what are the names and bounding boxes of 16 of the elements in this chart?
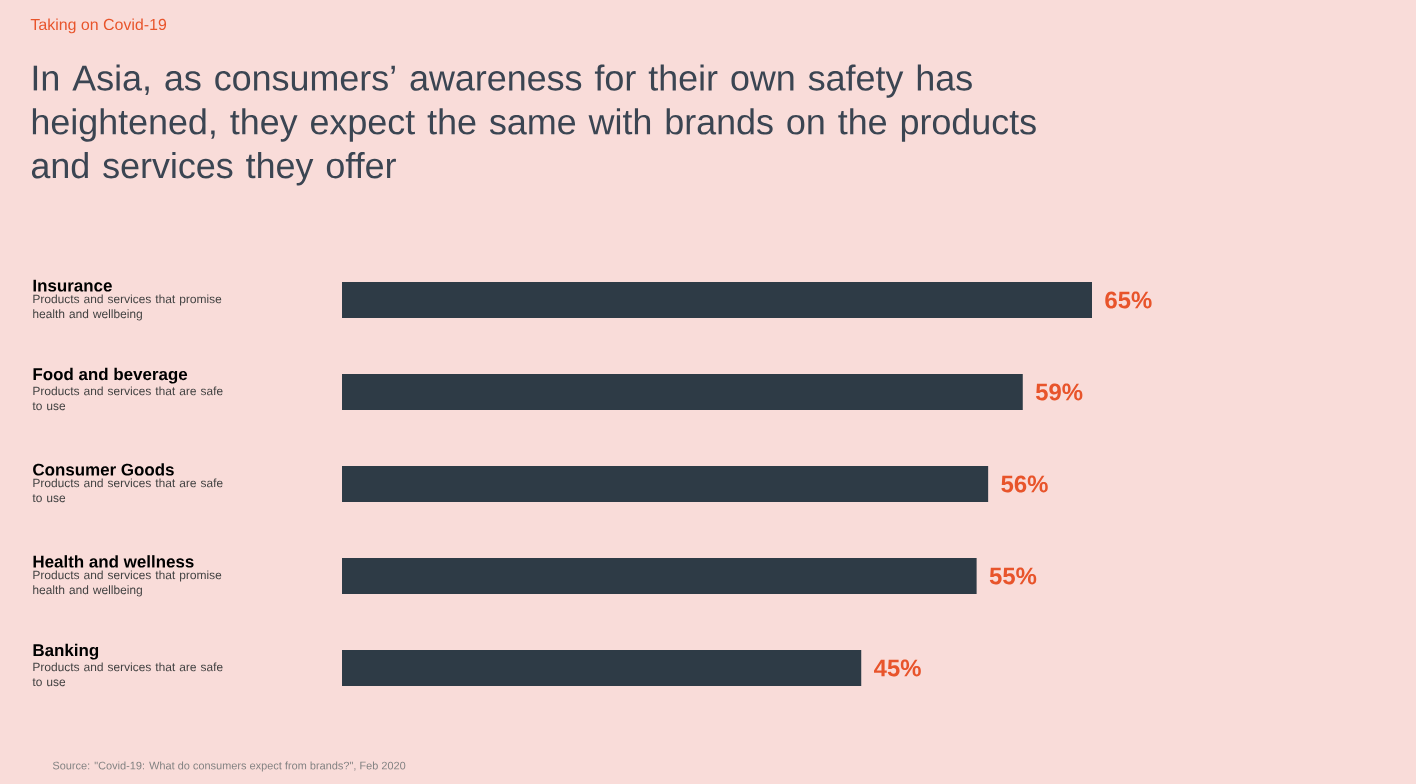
bar (342, 650, 862, 687)
data-label: 65% (1105, 291, 1152, 309)
data-label: 59% (1035, 383, 1083, 401)
bar (342, 466, 989, 503)
bar (342, 282, 1092, 319)
data-label: 45% (874, 659, 921, 677)
data-label: 55% (989, 567, 1037, 585)
chart-title: In Asia, as consumers’ awareness for their own safety has heightened, they expect the same with brands on the products and services they offer (31, 64, 1036, 186)
bar (342, 558, 977, 595)
data-label: 56% (1001, 475, 1048, 493)
y-tick-label: Banking (33, 643, 99, 660)
bar (342, 374, 1023, 411)
y-tick-label: Food and beverage (33, 367, 188, 384)
y-tick-label: Insurance (33, 279, 112, 292)
y-tick-label: Consumer Goods (33, 463, 174, 476)
y-tick-label: Health and wellness (33, 555, 194, 568)
